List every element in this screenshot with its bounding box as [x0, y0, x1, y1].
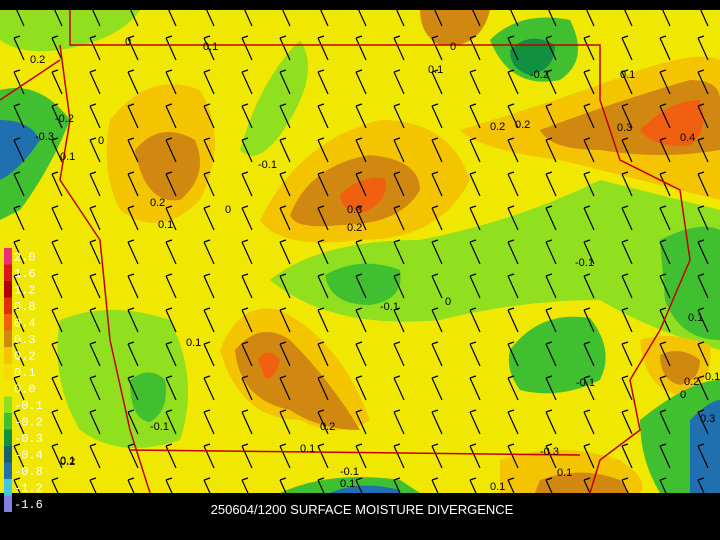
contour-label: 0.3: [700, 413, 715, 425]
contour-label: 0: [680, 389, 686, 401]
contour-label: 0.2: [347, 222, 362, 234]
contour-label: -0.3: [35, 131, 54, 143]
legend-label: -0.8: [14, 465, 43, 479]
contour-label: 0.1: [186, 337, 201, 349]
legend-swatch: [4, 462, 12, 479]
contour-label: 0.2: [150, 197, 165, 209]
legend-label: -0.1: [14, 399, 43, 413]
legend-label: -1.6: [14, 498, 43, 512]
legend-swatch: [4, 446, 12, 463]
contour-label: 0.1: [688, 312, 703, 324]
contour-label: 0.1: [60, 151, 75, 163]
legend-label: -1.2: [14, 481, 43, 495]
legend-swatch: [4, 396, 12, 413]
legend-label: -0.4: [14, 448, 43, 462]
legend-swatch: [4, 248, 12, 265]
contour-label: 0.2: [515, 119, 530, 131]
contour-label: 0.1: [490, 481, 505, 493]
map-title: 250604/1200 SURFACE MOISTURE DIVERGENCE: [211, 502, 514, 517]
contour-label: -0.1: [576, 377, 595, 389]
contour-label: 0.3: [617, 122, 632, 134]
legend-label: -0.2: [14, 415, 43, 429]
contour-label: 0.1: [557, 467, 572, 479]
legend: 2.0 1.6 1.2 0.8 0.4 0.3 0.2 0.1 0.0 -0.1 -0.2 -0.3 -…: [4, 248, 43, 512]
legend-swatch: [4, 495, 12, 512]
contour-label: 0: [225, 204, 231, 216]
contour-label: -0.1: [575, 257, 594, 269]
legend-swatch: [4, 264, 12, 281]
legend-swatch: [4, 330, 12, 347]
contour-label: 0.3: [347, 204, 362, 216]
legend-swatch: [4, 297, 12, 314]
legend-swatch: [4, 281, 12, 298]
contour-label: 0.1: [705, 371, 720, 383]
contour-label: 0: [98, 135, 104, 147]
contour-label: 0: [445, 296, 451, 308]
contour-label: 0.1: [340, 478, 355, 490]
legend-swatch: [4, 413, 12, 430]
contour-label: 0.1: [428, 64, 443, 76]
legend-label: 0.3: [14, 333, 36, 347]
contour-label: 0.2: [684, 376, 699, 388]
contour-label: 0.2: [30, 54, 45, 66]
legend-label: 0.0: [14, 382, 36, 396]
legend-swatch: [4, 429, 12, 446]
legend-label: 0.8: [14, 300, 36, 314]
contour-label: 0.1: [620, 69, 635, 81]
contour-label: 0: [450, 41, 456, 53]
contour-label: 0.1: [60, 455, 75, 467]
contour-label: -0.2: [530, 69, 549, 81]
contour-label: 0.1: [203, 41, 218, 53]
legend-swatch: [4, 314, 12, 331]
legend-label: 0.4: [14, 316, 36, 330]
contour-labels: 0 0.10.20.1 -0.2 0.100.2 0.2 0.30.4-0.2-0.30.…: [30, 36, 720, 493]
contour-label: 0: [125, 36, 131, 48]
legend-label: -0.3: [14, 432, 43, 446]
contour-label: 0.2: [490, 121, 505, 133]
legend-swatch: [4, 363, 12, 380]
contour-label: -0.1: [150, 421, 169, 433]
legend-label: 0.1: [14, 366, 36, 380]
legend-swatch: [4, 479, 12, 496]
contour-label: -0.1: [258, 159, 277, 171]
legend-swatch: [4, 380, 12, 397]
contour-label: -0.2: [55, 113, 74, 125]
contour-label: 0.2: [60, 456, 75, 468]
map-field: [0, 10, 720, 494]
contour-label: -0.3: [540, 446, 559, 458]
legend-swatch: [4, 347, 12, 364]
legend-label: 1.6: [14, 267, 36, 281]
contour-label: 0.1: [158, 219, 173, 231]
contour-label: 0.2: [320, 421, 335, 433]
contour-label: 0.4: [680, 132, 695, 144]
contour-label: -0.1: [380, 301, 399, 313]
contour-label: 0.1: [300, 443, 315, 455]
legend-label: 2.0: [14, 250, 36, 264]
legend-label: 1.2: [14, 283, 36, 297]
contour-label: -0.1: [340, 466, 359, 478]
legend-label: 0.2: [14, 349, 36, 363]
